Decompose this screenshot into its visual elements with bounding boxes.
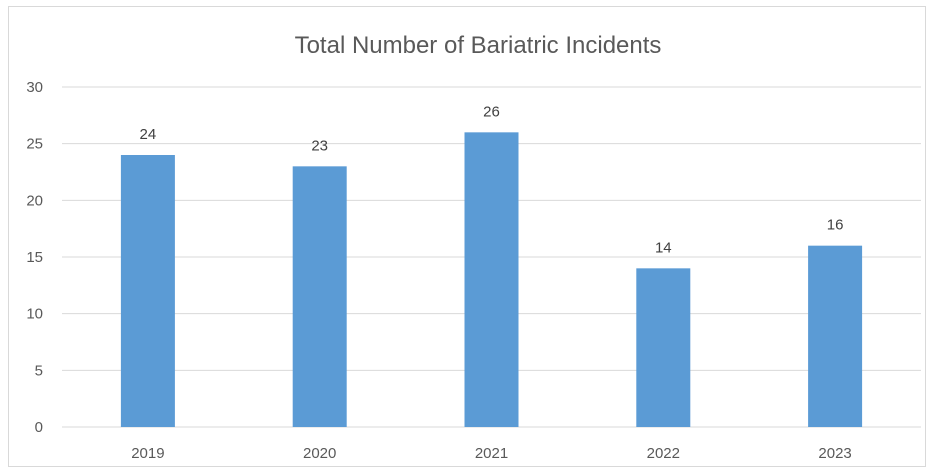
x-axis-ticks: 2019 2020 2021 2022 2023 — [131, 445, 852, 462]
y-tick-label: 30 — [26, 79, 43, 96]
data-label-2022: 14 — [655, 239, 672, 256]
y-tick-label: 20 — [26, 192, 43, 209]
bar-2021 — [464, 132, 519, 428]
bars — [120, 132, 863, 428]
x-tick-label-2020: 2020 — [303, 445, 336, 462]
bar-2019 — [120, 155, 175, 427]
y-tick-label: 5 — [35, 362, 43, 379]
y-tick-label: 15 — [26, 249, 43, 266]
x-tick-label-2019: 2019 — [131, 445, 164, 462]
data-label-2019: 24 — [140, 126, 157, 143]
bar-2020 — [292, 166, 347, 428]
bar-2022 — [636, 268, 691, 427]
data-label-2023: 16 — [827, 217, 844, 234]
x-tick-label-2022: 2022 — [647, 445, 680, 462]
bar-2023 — [808, 245, 863, 427]
x-tick-label-2021: 2021 — [475, 445, 508, 462]
y-tick-label: 0 — [35, 419, 43, 436]
chart-title: Total Number of Bariatric Incidents — [295, 32, 662, 59]
y-tick-label: 10 — [26, 306, 43, 323]
data-label-2020: 23 — [311, 137, 328, 154]
data-label-2021: 26 — [483, 103, 500, 120]
y-tick-label: 25 — [26, 136, 43, 153]
data-labels: 24 23 26 14 16 — [140, 103, 844, 256]
y-axis-ticks: 0 5 10 15 20 25 30 — [26, 79, 43, 436]
x-tick-label-2023: 2023 — [818, 445, 851, 462]
